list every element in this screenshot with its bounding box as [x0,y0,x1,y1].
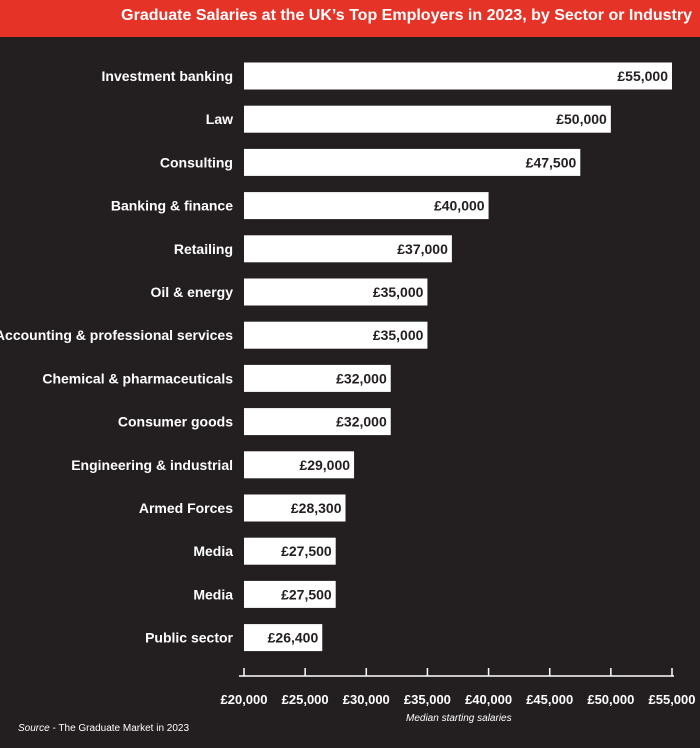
bar-value-label: £28,300 [291,500,342,516]
bar-value-label: £27,500 [281,543,332,559]
bar [244,192,489,220]
bar-value-label: £32,000 [336,370,387,386]
bar [244,105,611,133]
bar-value-label: £37,000 [397,241,448,257]
category-label: Media [193,543,233,559]
bar [244,580,336,608]
bar-value-label: £40,000 [434,198,485,214]
category-label: Chemical & pharmaceuticals [42,370,233,386]
bar [244,321,428,349]
bar-value-label: £26,400 [268,630,319,646]
title-bar: Graduate Salaries at the UK’s Top Employ… [0,0,700,37]
x-tick-label: £55,000 [649,692,696,707]
category-label: Oil & energy [151,284,234,300]
category-label: Armed Forces [139,500,233,516]
x-tick-label: £40,000 [465,692,512,707]
category-label: Law [206,111,233,127]
bar-value-label: £55,000 [617,68,668,84]
x-tick-label: £30,000 [343,692,390,707]
category-label: Media [193,586,233,602]
x-tick-label: £45,000 [526,692,573,707]
bar [244,278,428,306]
x-tick-label: £50,000 [587,692,634,707]
category-label: Banking & finance [111,198,233,214]
source-prefix: Source [18,723,50,734]
bars-layer: Investment banking £55,000 Law £50,000 Consu… [0,62,672,652]
bar [244,62,672,90]
bar-value-label: £32,000 [336,414,387,430]
x-axis-title: Median starting salaries [406,713,512,724]
category-label: Retailing [174,241,233,257]
bar-value-label: £35,000 [373,327,424,343]
bar [244,408,391,436]
bar-value-label: £29,000 [299,457,350,473]
category-label: Investment banking [102,68,233,84]
x-axis: £20,000 £25,000 £30,000 £35,000 £40,000 £45,0… [221,668,696,707]
bar-value-label: £27,500 [281,586,332,602]
bar [244,364,391,392]
source-text: - The Graduate Market in 2023 [49,723,190,734]
x-tick-label: £20,000 [221,692,268,707]
bar [244,148,581,176]
bar-value-label: £50,000 [556,111,607,127]
bar [244,537,336,565]
category-label: Public sector [145,630,233,646]
category-label: Consulting [160,154,233,170]
category-label: Engineering & industrial [71,457,233,473]
chart-title: Graduate Salaries at the UK’s Top Employ… [121,7,692,24]
x-tick-label: £25,000 [282,692,329,707]
category-label: Accounting & professional services [0,327,233,343]
bar [244,235,452,263]
source-note: Source - The Graduate Market in 2023 [18,723,189,734]
category-label: Consumer goods [118,414,233,430]
bar-value-label: £47,500 [526,154,577,170]
bar [244,451,355,479]
bar-value-label: £35,000 [373,284,424,300]
bar [244,494,346,522]
x-tick-label: £35,000 [404,692,451,707]
bar [244,624,323,652]
